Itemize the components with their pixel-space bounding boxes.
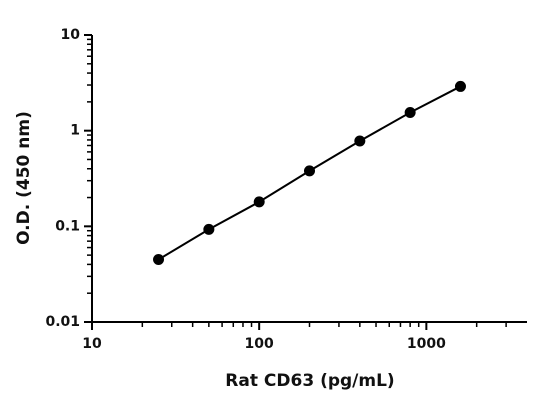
data-point bbox=[404, 106, 416, 118]
y-tick-label: 1 bbox=[70, 123, 80, 139]
y-tick-label: 0.1 bbox=[55, 218, 80, 234]
x-tick-label: 10 bbox=[82, 336, 102, 352]
x-tick-label: 100 bbox=[245, 336, 274, 352]
data-point bbox=[354, 135, 366, 147]
data-point bbox=[454, 80, 466, 92]
data-point bbox=[253, 196, 265, 208]
data-point bbox=[203, 223, 215, 235]
data-point bbox=[153, 254, 165, 266]
y-axis-title: O.D. (450 nm) bbox=[14, 111, 34, 245]
y-tick-label: 0.01 bbox=[45, 314, 80, 330]
x-tick-label: 1000 bbox=[407, 336, 446, 352]
x-axis-title: Rat CD63 (pg/mL) bbox=[225, 371, 394, 391]
y-tick-label: 10 bbox=[61, 27, 81, 43]
data-point bbox=[304, 165, 315, 177]
